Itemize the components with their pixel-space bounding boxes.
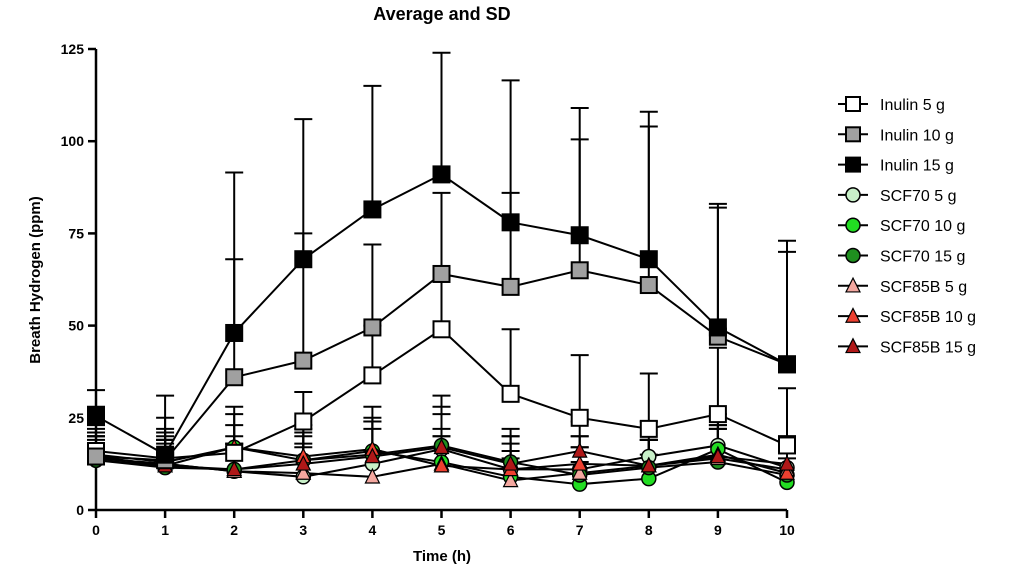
data-point bbox=[294, 250, 313, 269]
data-point bbox=[225, 443, 244, 462]
data-point bbox=[502, 471, 519, 488]
data-point bbox=[225, 323, 244, 342]
legend-marker bbox=[845, 217, 861, 233]
data-point bbox=[295, 454, 312, 471]
x-tick-label: 9 bbox=[714, 522, 722, 538]
y-tick-label: 50 bbox=[68, 318, 84, 334]
legend-label: SCF85B 5 g bbox=[880, 279, 967, 296]
x-tick-label: 10 bbox=[779, 522, 795, 538]
legend-marker bbox=[845, 247, 861, 264]
legend-label: Inulin 5 g bbox=[880, 97, 945, 114]
data-point bbox=[364, 467, 381, 484]
y-tick-label: 75 bbox=[68, 225, 84, 241]
data-point bbox=[639, 276, 658, 295]
data-point bbox=[639, 250, 658, 269]
data-point bbox=[502, 454, 519, 471]
axes: 0 25 50 75 100 125 0 1 2 3 4 5 6 7 8 9 10 bbox=[61, 41, 795, 538]
data-point bbox=[779, 464, 795, 480]
legend-marker bbox=[845, 96, 861, 112]
data-point bbox=[639, 419, 658, 438]
data-point bbox=[708, 318, 727, 337]
x-tick-label: 4 bbox=[369, 522, 377, 538]
x-tick-label: 0 bbox=[92, 522, 100, 538]
data-markers bbox=[87, 165, 796, 492]
x-tick-label: 8 bbox=[645, 522, 653, 538]
data-point bbox=[779, 454, 795, 471]
data-point bbox=[708, 405, 727, 424]
x-axis-title: Time (h) bbox=[413, 548, 471, 565]
x-tick-label: 1 bbox=[161, 522, 169, 538]
legend-label: SCF70 10 g bbox=[880, 218, 965, 235]
data-point bbox=[87, 406, 105, 425]
x-tick-label: 6 bbox=[507, 522, 515, 538]
data-point bbox=[364, 447, 381, 464]
data-point bbox=[432, 165, 451, 184]
data-point bbox=[156, 445, 175, 464]
legend-label: Inulin 15 g bbox=[880, 158, 954, 175]
data-point bbox=[294, 351, 313, 370]
legend-label: SCF85B 10 g bbox=[880, 309, 976, 326]
data-point bbox=[571, 454, 588, 471]
data-point bbox=[226, 460, 243, 477]
y-tick-label: 0 bbox=[76, 502, 84, 518]
data-point bbox=[432, 264, 451, 283]
data-point bbox=[570, 408, 589, 427]
data-point bbox=[363, 318, 382, 337]
x-tick-label: 7 bbox=[576, 522, 584, 538]
data-point bbox=[433, 438, 450, 455]
legend: Inulin 5 g Inulin 10 g Inulin 15 g SCF70 5 … bbox=[838, 96, 976, 356]
x-tick-label: 3 bbox=[299, 522, 307, 538]
x-tick-label: 5 bbox=[438, 522, 446, 538]
data-point bbox=[571, 441, 588, 458]
data-point bbox=[570, 226, 589, 245]
data-point bbox=[778, 355, 796, 374]
legend-label: Inulin 10 g bbox=[880, 127, 954, 144]
data-point bbox=[709, 447, 726, 464]
data-point bbox=[225, 368, 244, 387]
data-point bbox=[363, 200, 382, 219]
legend-label: SCF70 15 g bbox=[880, 249, 965, 266]
data-point bbox=[778, 436, 796, 455]
legend-marker bbox=[845, 337, 861, 354]
legend-marker bbox=[845, 307, 861, 323]
data-point bbox=[571, 464, 588, 480]
data-point bbox=[87, 447, 105, 466]
x-tick-label: 2 bbox=[230, 522, 238, 538]
legend-marker bbox=[845, 276, 861, 293]
legend-marker bbox=[845, 156, 861, 173]
data-point bbox=[295, 464, 312, 480]
data-point bbox=[294, 412, 313, 431]
legend-label: SCF85B 15 g bbox=[880, 339, 976, 356]
chart-title: Average and SD bbox=[373, 4, 510, 24]
data-point bbox=[501, 213, 520, 232]
legend-marker bbox=[845, 187, 861, 203]
data-point bbox=[432, 320, 451, 339]
y-tick-label: 125 bbox=[61, 41, 85, 57]
data-point bbox=[501, 384, 520, 403]
y-axis-title: Breath Hydrogen (ppm) bbox=[27, 196, 44, 364]
y-tick-label: 25 bbox=[68, 410, 84, 426]
data-point bbox=[433, 456, 450, 473]
data-point bbox=[363, 366, 382, 385]
data-point bbox=[640, 456, 657, 473]
legend-label: SCF70 5 g bbox=[880, 188, 956, 205]
legend-marker bbox=[845, 126, 861, 143]
y-tick-label: 100 bbox=[61, 133, 85, 149]
data-point bbox=[570, 261, 589, 280]
data-point bbox=[501, 277, 520, 296]
